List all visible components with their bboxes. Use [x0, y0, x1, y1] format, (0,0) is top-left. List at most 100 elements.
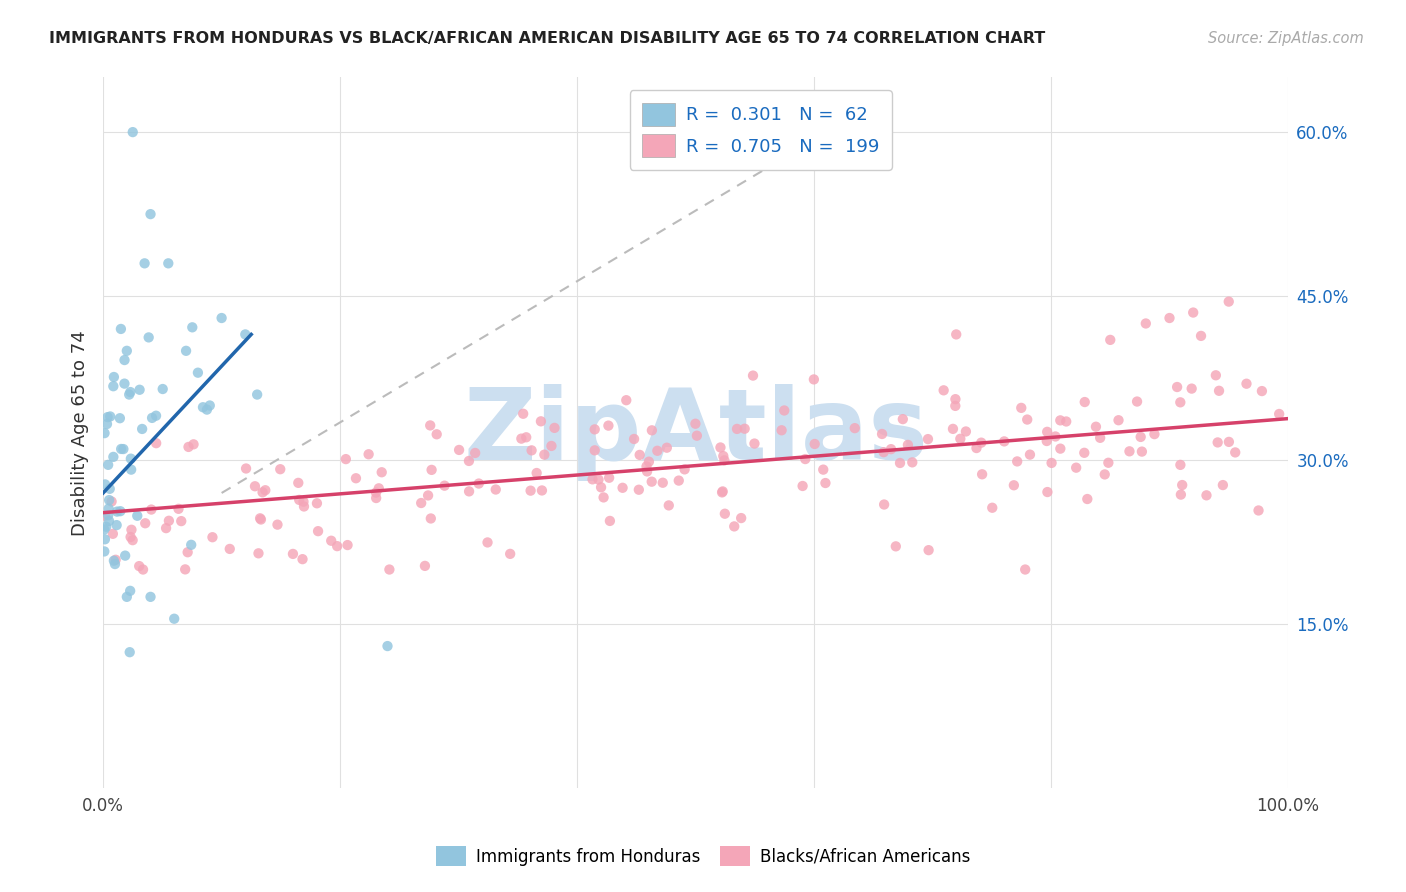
Point — [742, 368, 765, 383]
Point — [880, 442, 903, 457]
Point — [120, 530, 142, 544]
Point — [252, 485, 274, 500]
Point — [120, 462, 142, 476]
Point — [177, 440, 200, 454]
Point — [103, 379, 125, 393]
Point — [114, 376, 136, 391]
Point — [1168, 395, 1191, 409]
Point — [1218, 434, 1240, 449]
Point — [1218, 294, 1240, 309]
Point — [844, 421, 866, 435]
Point — [233, 327, 256, 342]
Point — [744, 436, 766, 450]
Point — [157, 514, 180, 528]
Point — [655, 441, 678, 455]
Point — [250, 512, 273, 526]
Point — [98, 409, 121, 424]
Point — [1036, 425, 1059, 439]
Point — [281, 547, 304, 561]
Point — [794, 452, 817, 467]
Point — [266, 517, 288, 532]
Point — [1181, 382, 1204, 396]
Point — [1206, 435, 1229, 450]
Point — [970, 435, 993, 450]
Point — [288, 492, 311, 507]
Point — [96, 417, 118, 431]
Point — [709, 441, 731, 455]
Point — [1195, 488, 1218, 502]
Point — [685, 417, 707, 431]
Point — [292, 494, 315, 508]
Point — [714, 507, 737, 521]
Point — [581, 472, 603, 486]
Point — [583, 422, 606, 436]
Point — [599, 514, 621, 528]
Point — [658, 499, 681, 513]
Point — [211, 311, 233, 326]
Point — [1054, 415, 1077, 429]
Point — [128, 559, 150, 574]
Point — [512, 407, 534, 421]
Point — [426, 427, 449, 442]
Legend: R =  0.301   N =  62, R =  0.705   N =  199: R = 0.301 N = 62, R = 0.705 N = 199 — [630, 90, 891, 169]
Point — [93, 544, 115, 558]
Point — [627, 483, 650, 497]
Point — [945, 392, 967, 406]
Point — [1236, 376, 1258, 391]
Point — [813, 462, 835, 476]
Point — [1014, 562, 1036, 576]
Point — [181, 320, 204, 334]
Point — [344, 471, 367, 485]
Point — [641, 423, 664, 437]
Point — [468, 476, 491, 491]
Point — [1268, 407, 1291, 421]
Point — [97, 458, 120, 472]
Point — [121, 125, 143, 139]
Point — [1159, 311, 1181, 326]
Point — [121, 533, 143, 548]
Point — [163, 612, 186, 626]
Point — [803, 437, 825, 451]
Point — [131, 422, 153, 436]
Point — [305, 496, 328, 510]
Point — [93, 523, 115, 537]
Point — [485, 483, 508, 497]
Point — [614, 393, 637, 408]
Point — [201, 530, 224, 544]
Point — [419, 511, 441, 525]
Point — [108, 411, 131, 425]
Point — [254, 483, 277, 498]
Point — [530, 483, 553, 498]
Point — [711, 485, 734, 500]
Point — [174, 562, 197, 576]
Point — [366, 491, 388, 505]
Point — [420, 463, 443, 477]
Point — [891, 412, 914, 426]
Point — [533, 448, 555, 462]
Point — [686, 428, 709, 442]
Point — [897, 438, 920, 452]
Point — [530, 414, 553, 428]
Point — [249, 511, 271, 525]
Point — [98, 482, 121, 496]
Point — [419, 418, 441, 433]
Point — [510, 432, 533, 446]
Point — [269, 462, 291, 476]
Point — [112, 442, 135, 456]
Point — [187, 366, 209, 380]
Point — [591, 480, 613, 494]
Point — [104, 557, 127, 571]
Point — [96, 519, 118, 533]
Point — [378, 562, 401, 576]
Point — [870, 427, 893, 442]
Point — [218, 541, 240, 556]
Point — [97, 410, 120, 425]
Point — [287, 475, 309, 490]
Point — [730, 511, 752, 525]
Point — [105, 505, 128, 519]
Point — [713, 453, 735, 467]
Point — [1045, 429, 1067, 443]
Point — [1130, 444, 1153, 458]
Y-axis label: Disability Age 65 to 74: Disability Age 65 to 74 — [72, 330, 89, 536]
Point — [307, 524, 329, 538]
